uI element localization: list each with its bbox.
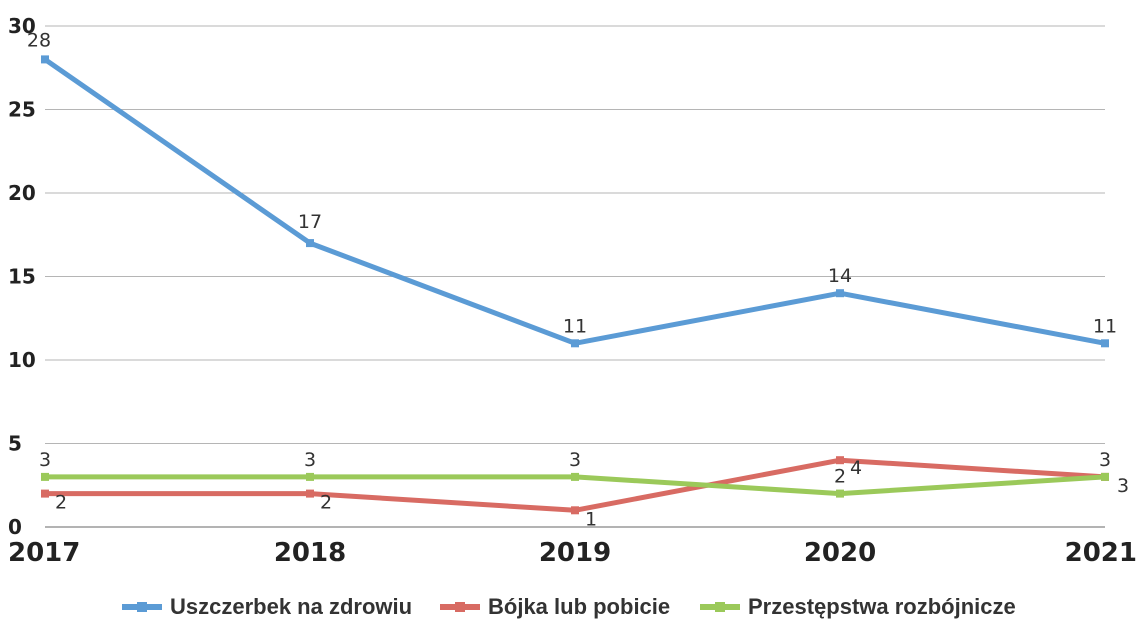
data-label: 14 bbox=[828, 265, 852, 287]
x-tick-label: 2018 bbox=[274, 538, 346, 568]
data-point bbox=[836, 289, 844, 298]
data-point bbox=[41, 55, 49, 64]
data-label: 4 bbox=[850, 457, 862, 479]
data-point bbox=[306, 489, 314, 498]
y-tick-label: 15 bbox=[8, 265, 36, 289]
y-tick-label: 25 bbox=[8, 98, 36, 122]
data-label: 11 bbox=[1093, 315, 1117, 337]
data-label: 28 bbox=[27, 29, 51, 51]
legend-label: Przestępstwa rozbójnicze bbox=[748, 594, 1016, 619]
data-label: 3 bbox=[1099, 449, 1111, 471]
data-label: 3 bbox=[569, 449, 581, 471]
data-point bbox=[1101, 472, 1109, 481]
gridlines bbox=[45, 25, 1105, 528]
y-tick-label: 20 bbox=[8, 181, 36, 205]
data-point bbox=[571, 472, 579, 481]
data-label: 3 bbox=[304, 449, 316, 471]
y-tick-label: 0 bbox=[8, 515, 22, 539]
legend: Uszczerbek na zdrowiu Bójka lub pobicie Pr… bbox=[122, 594, 1016, 619]
data-label: 11 bbox=[563, 315, 587, 337]
legend-label: Bójka lub pobicie bbox=[488, 594, 670, 619]
data-point bbox=[836, 456, 844, 465]
legend-marker bbox=[137, 602, 147, 612]
data-label: 17 bbox=[298, 211, 322, 233]
data-point bbox=[41, 472, 49, 481]
data-label: 1 bbox=[585, 508, 597, 530]
data-point bbox=[306, 472, 314, 481]
data-point bbox=[306, 239, 314, 248]
data-point bbox=[571, 506, 579, 515]
y-tick-label: 30 bbox=[8, 14, 36, 38]
data-label: 2 bbox=[834, 466, 846, 488]
x-tick-label: 2019 bbox=[539, 538, 611, 568]
x-tick-label: 2021 bbox=[1065, 538, 1137, 568]
x-tick-label: 2020 bbox=[804, 538, 876, 568]
x-axis: 2017 2018 2019 2020 2021 bbox=[8, 538, 1137, 568]
data-point bbox=[571, 339, 579, 348]
data-point bbox=[1101, 339, 1109, 348]
y-tick-label: 10 bbox=[8, 348, 36, 372]
series-lines bbox=[41, 55, 1109, 515]
legend-marker bbox=[455, 602, 465, 612]
legend-label: Uszczerbek na zdrowiu bbox=[170, 594, 412, 619]
y-axis: 0 5 10 15 20 25 30 bbox=[8, 14, 36, 539]
y-tick-label: 5 bbox=[8, 432, 22, 456]
x-tick-label: 2017 bbox=[8, 538, 80, 568]
data-label: 2 bbox=[320, 492, 332, 514]
data-label: 3 bbox=[39, 449, 51, 471]
data-point bbox=[836, 489, 844, 498]
legend-marker bbox=[715, 602, 725, 612]
data-label: 2 bbox=[55, 492, 67, 514]
series-line bbox=[43, 57, 1106, 346]
data-point bbox=[41, 489, 49, 498]
data-label: 3 bbox=[1117, 475, 1129, 497]
